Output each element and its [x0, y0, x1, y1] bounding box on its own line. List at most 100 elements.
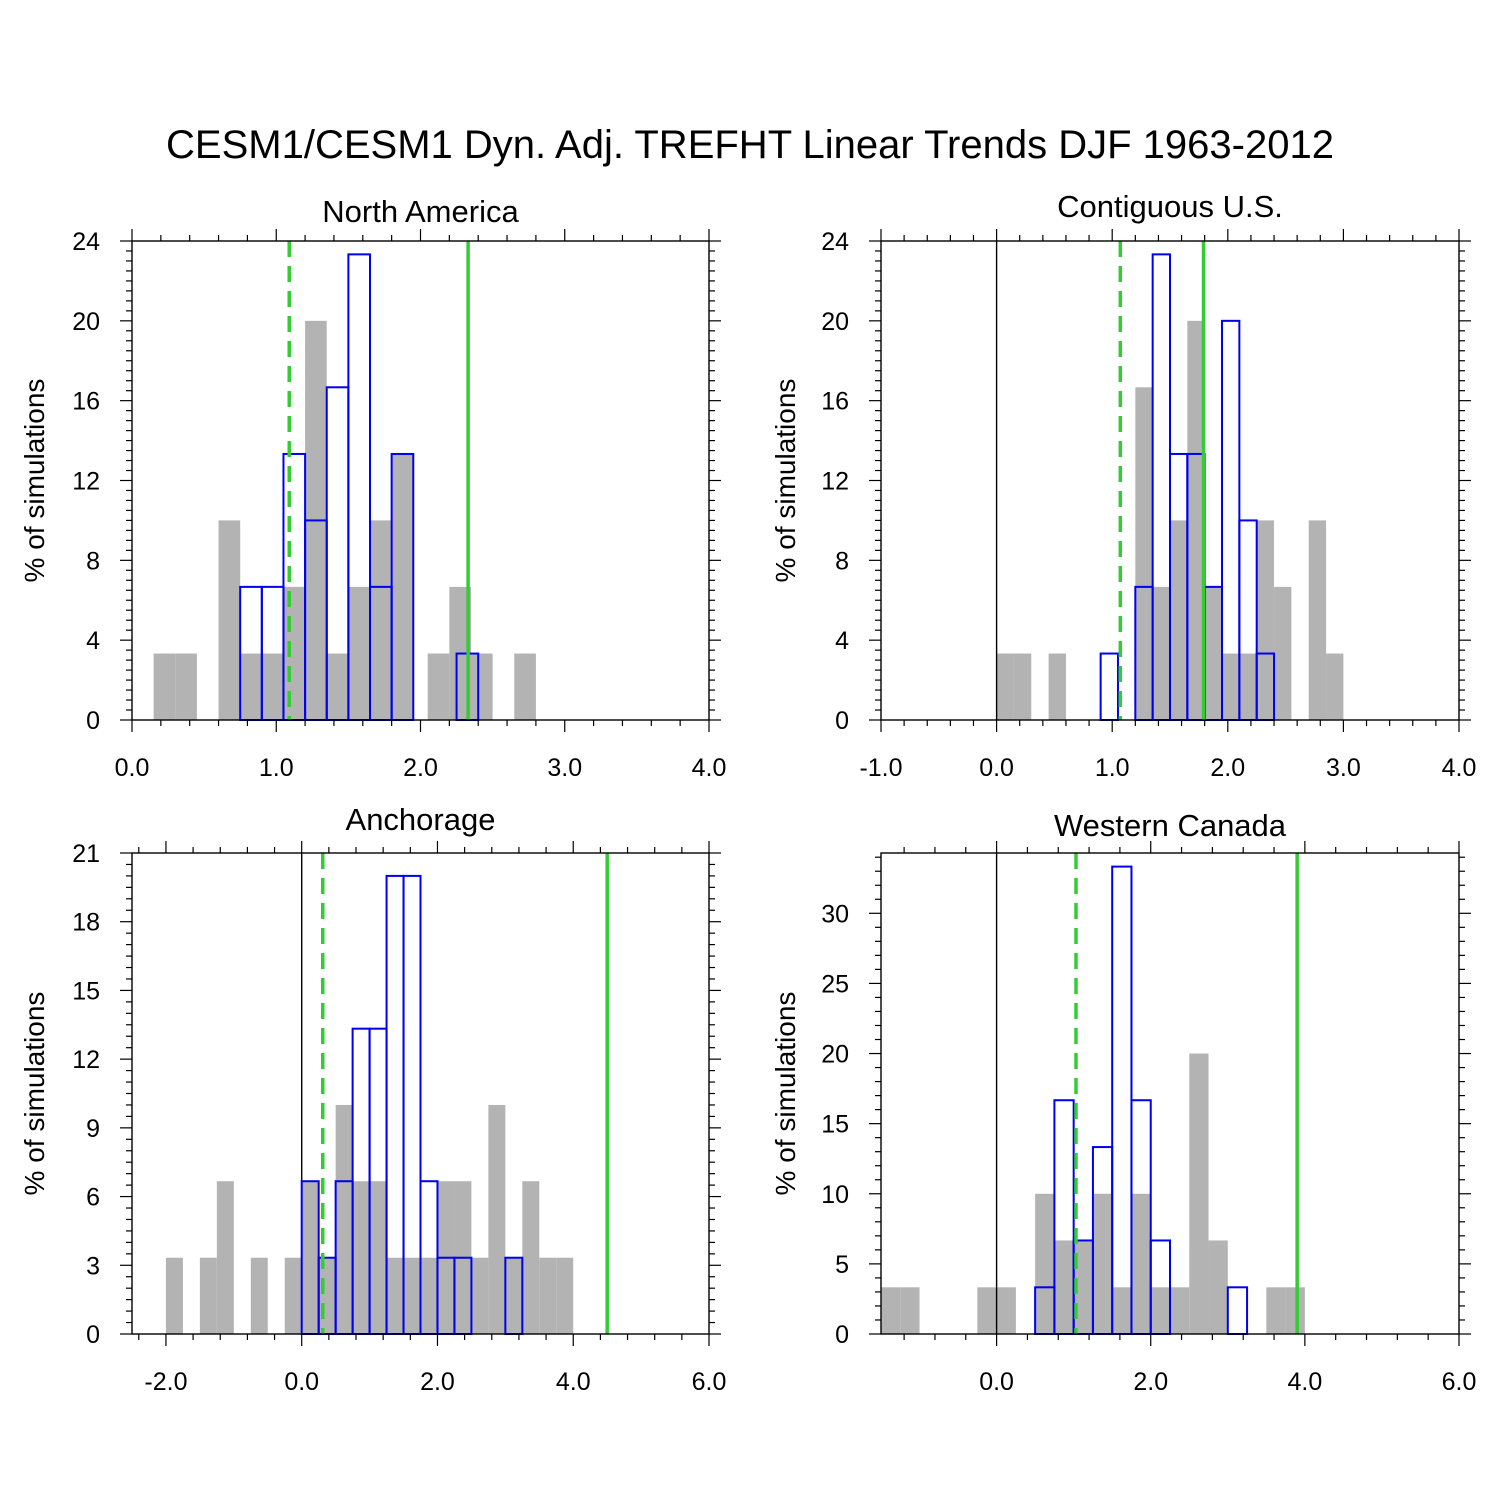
cesm1-bar-4: [261, 653, 284, 720]
cesm1-bar-0: [881, 1287, 901, 1334]
y-tick-label: 9: [86, 1115, 100, 1143]
y-tick-label: 0: [86, 707, 100, 735]
cesm1-bar-12: [1308, 520, 1327, 720]
y-tick-label: 24: [821, 228, 849, 256]
panel-contiguous-us: Contiguous U.S. % of simulations -1.0 0.0…: [770, 189, 1476, 782]
cesm1-bar-6: [1073, 1240, 1093, 1334]
cesm1-bar-8: [352, 1181, 370, 1334]
y-tick-label: 21: [72, 840, 100, 868]
cesm1-bar-8: [348, 586, 371, 720]
y-tick-label: 0: [835, 1321, 849, 1349]
plot-area: [881, 853, 1305, 1336]
y-tick-label: 0: [86, 1321, 100, 1349]
y-tick-label: 3: [86, 1252, 100, 1280]
dyn-adj-bar-0: [1099, 652, 1119, 722]
cesm1-bar-2: [977, 1287, 997, 1334]
cesm1-bar-3: [240, 653, 262, 720]
panel-title: Contiguous U.S.: [1057, 189, 1283, 224]
cesm1-bar-13: [1208, 1240, 1228, 1334]
cesm1-bar-19: [539, 1257, 557, 1334]
cesm1-bar-17: [505, 1257, 523, 1334]
panel-western-canada: Western Canada % of simulations 0.0 2.0 4.…: [770, 808, 1476, 1396]
y-tick-label: 4: [835, 627, 849, 655]
panel-title: Anchorage: [346, 802, 496, 837]
panel-title: North America: [322, 194, 519, 229]
y-tick-label: 16: [821, 388, 849, 416]
x-tick-label: 4.0: [1287, 1368, 1322, 1396]
plot-area: [165, 853, 609, 1336]
cesm1-bar-0: [996, 653, 1014, 720]
x-tick-label: 0.0: [979, 1368, 1014, 1396]
cesm1-bar-16: [488, 1104, 506, 1334]
x-tick-label: 1.0: [1095, 754, 1130, 782]
x-tick-label: 2.0: [403, 754, 438, 782]
y-tick-label: 16: [72, 388, 100, 416]
y-axis-label: % of simulations: [770, 992, 801, 1196]
plot-frame: [880, 852, 1460, 1335]
x-tick-label: 0.0: [284, 1368, 319, 1396]
y-tick-label: 15: [72, 977, 100, 1005]
x-tick-label: 3.0: [1326, 754, 1361, 782]
cesm1-bar-4: [1035, 1193, 1055, 1334]
cesm1-bar-5: [283, 586, 306, 720]
x-tick-label: 2.0: [1133, 1368, 1168, 1396]
panel-title: Western Canada: [1054, 808, 1287, 843]
dyn-adj-bar-7: [1226, 1286, 1249, 1336]
cesm1-bar-4: [284, 1257, 302, 1334]
cesm1-bar-7: [1092, 1193, 1113, 1334]
y-tick-label: 20: [72, 308, 100, 336]
cesm1-bar-8: [1112, 1287, 1132, 1334]
cesm1-bar-2: [218, 520, 241, 720]
cesm1-bar-11: [1170, 1287, 1190, 1334]
cesm1-bar-15: [1285, 1287, 1305, 1334]
cesm1-bar-11: [403, 1257, 421, 1334]
cesm1-bar-18: [522, 1181, 540, 1334]
y-tick-label: 4: [86, 627, 100, 655]
cesm1-bar-2: [1048, 653, 1066, 720]
panel-north-america: North America % of simulations 0.0 1.0 2.0…: [19, 194, 726, 782]
y-tick-label: 12: [72, 1046, 100, 1074]
panel-anchorage: Anchorage % of simulations -2.0 0.0 2.0 4.0…: [19, 802, 726, 1396]
x-tick-label: 1.0: [259, 754, 294, 782]
y-tick-label: 15: [821, 1111, 849, 1139]
x-tick-label: 2.0: [420, 1368, 455, 1396]
plot-area: [995, 241, 1344, 722]
x-tick-label: 4.0: [556, 1368, 591, 1396]
y-tick-label: 25: [821, 970, 849, 998]
cesm1-bar-10: [1256, 520, 1275, 720]
figure-title: CESM1/CESM1 Dyn. Adj. TREFHT Linear Tren…: [166, 123, 1334, 167]
y-tick-label: 20: [821, 1041, 849, 1069]
y-tick-label: 30: [821, 900, 849, 928]
x-tick-label: 2.0: [1210, 754, 1245, 782]
cesm1-bar-7: [1204, 586, 1223, 720]
y-tick-label: 24: [72, 228, 100, 256]
y-tick-label: 18: [72, 909, 100, 937]
y-tick-label: 6: [86, 1184, 100, 1212]
cesm1-bar-10: [391, 453, 414, 720]
y-tick-label: 12: [821, 468, 849, 496]
cesm1-bar-6: [1187, 320, 1205, 720]
y-tick-label: 8: [835, 547, 849, 575]
cesm1-bar-9: [1239, 653, 1257, 720]
y-axis-label: % of simulations: [19, 379, 50, 583]
cesm1-bar-3: [250, 1257, 268, 1334]
y-tick-label: 8: [86, 547, 100, 575]
y-tick-label: 12: [72, 468, 100, 496]
x-tick-label: 4.0: [1442, 754, 1477, 782]
cesm1-bar-9: [1131, 1193, 1151, 1334]
y-tick-label: 10: [821, 1181, 849, 1209]
cesm1-bar-3: [996, 1287, 1016, 1334]
cesm1-bar-1: [1013, 653, 1032, 720]
cesm1-bar-12: [420, 1257, 438, 1334]
plot-area: [153, 241, 536, 722]
cesm1-bar-13: [470, 653, 493, 720]
x-tick-label: 3.0: [547, 754, 582, 782]
cesm1-bar-11: [1274, 586, 1292, 720]
cesm1-bar-7: [326, 653, 349, 720]
cesm1-bar-7: [335, 1104, 353, 1334]
cesm1-bar-1: [175, 653, 197, 720]
cesm1-bar-10: [1150, 1287, 1170, 1334]
y-axis-label: % of simulations: [770, 379, 801, 583]
cesm1-bar-15: [471, 1257, 489, 1334]
cesm1-bar-3: [1135, 387, 1153, 720]
